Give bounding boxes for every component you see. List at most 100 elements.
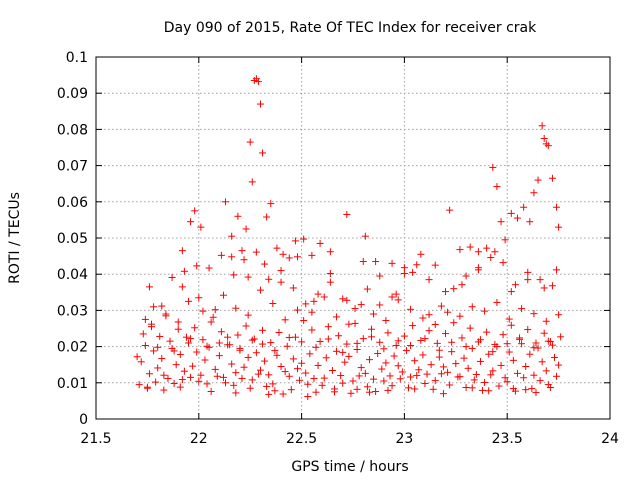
data-point: [341, 358, 349, 366]
data-point: [300, 317, 308, 325]
x-tick-label: 23: [395, 431, 413, 447]
data-point: [345, 320, 353, 328]
data-point: [491, 340, 499, 348]
data-point: [407, 373, 415, 381]
x-tick-label: 24: [601, 431, 619, 447]
data-point: [222, 198, 230, 206]
data-point: [493, 183, 501, 191]
data-point: [240, 363, 248, 371]
data-point: [215, 352, 223, 360]
data-point: [452, 360, 460, 368]
data-point: [509, 385, 517, 393]
data-point: [187, 373, 195, 381]
data-point: [226, 341, 234, 349]
y-tick-label: 0.09: [57, 86, 88, 102]
data-point: [454, 373, 462, 381]
data-point: [203, 380, 211, 388]
data-point: [310, 297, 318, 305]
data-point: [501, 374, 509, 382]
data-point: [437, 370, 445, 378]
data-point: [312, 343, 320, 351]
data-point: [300, 235, 308, 243]
data-point: [306, 350, 314, 358]
data-point: [415, 366, 423, 374]
data-point: [191, 207, 199, 215]
data-point: [423, 370, 431, 378]
data-point: [187, 335, 195, 343]
x-axis-label: GPS time / hours: [291, 459, 408, 475]
data-point: [503, 340, 511, 348]
data-point: [476, 357, 484, 365]
data-point: [516, 334, 524, 342]
data-point: [232, 304, 240, 312]
data-point: [538, 122, 546, 130]
data-point: [343, 340, 351, 348]
data-point: [487, 254, 495, 262]
data-point: [320, 293, 328, 301]
data-point: [409, 322, 417, 330]
data-point: [273, 351, 281, 359]
data-point: [368, 333, 376, 341]
data-point: [505, 315, 513, 323]
data-point: [503, 378, 511, 386]
data-point: [431, 377, 439, 385]
data-point: [242, 225, 250, 233]
data-point: [180, 267, 188, 275]
data-point: [217, 328, 225, 336]
data-point: [259, 340, 267, 348]
data-point: [425, 327, 433, 335]
data-point: [139, 330, 147, 338]
data-point: [511, 281, 519, 289]
data-point: [277, 267, 285, 275]
data-point: [248, 376, 256, 384]
data-point: [289, 284, 297, 292]
data-point: [518, 340, 526, 348]
data-point: [254, 78, 262, 86]
data-point: [236, 344, 244, 352]
data-point: [370, 310, 378, 318]
data-point: [544, 337, 552, 345]
data-point: [318, 381, 326, 389]
data-point: [339, 379, 347, 387]
data-point: [370, 375, 378, 383]
data-point: [265, 275, 273, 283]
data-point: [431, 261, 439, 269]
data-point: [544, 142, 552, 150]
data-point: [448, 338, 456, 346]
data-point: [281, 368, 289, 376]
data-point: [172, 361, 180, 369]
data-point: [542, 367, 550, 375]
data-point: [444, 308, 452, 316]
data-point: [308, 326, 316, 334]
data-point: [222, 379, 230, 387]
data-point: [238, 374, 246, 382]
data-point: [349, 377, 357, 385]
data-point: [359, 335, 367, 343]
data-point: [312, 388, 320, 396]
data-point: [526, 350, 534, 358]
data-point: [439, 390, 447, 398]
data-point: [417, 336, 425, 344]
data-point: [322, 354, 330, 362]
data-point: [199, 307, 207, 315]
data-point: [466, 324, 474, 332]
data-point: [217, 251, 225, 259]
data-point: [483, 328, 491, 336]
data-point: [530, 189, 538, 197]
data-point: [384, 329, 392, 337]
data-point: [285, 372, 293, 380]
data-point: [361, 369, 369, 377]
data-point: [207, 318, 215, 326]
data-point: [376, 338, 384, 346]
data-point: [485, 387, 493, 395]
data-point: [215, 339, 223, 347]
data-point: [507, 321, 515, 329]
data-point: [252, 248, 260, 256]
data-point: [425, 311, 433, 319]
data-point: [254, 370, 262, 378]
data-point: [298, 338, 306, 346]
data-point: [462, 272, 470, 280]
data-point: [158, 355, 166, 363]
data-point: [359, 258, 367, 266]
data-point: [489, 348, 497, 356]
